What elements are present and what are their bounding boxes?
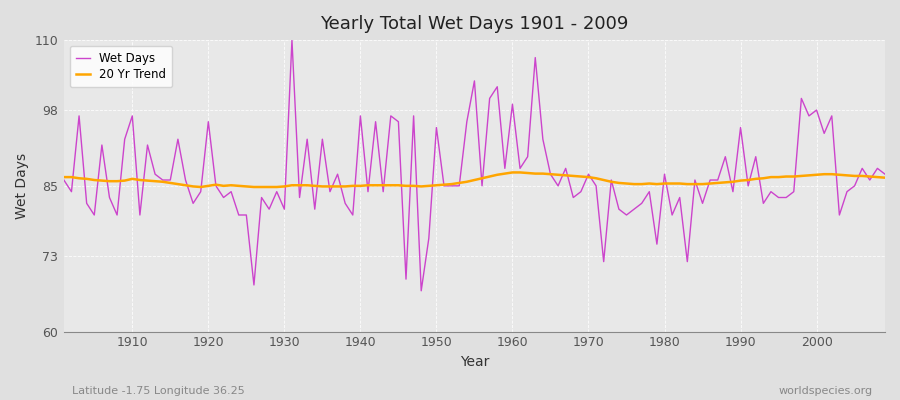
Wet Days [120, 137, 130, 142]
20 Yr Trend [507, 170, 517, 175]
Text: worldspecies.org: worldspecies.org [778, 386, 873, 396]
20 Yr Trend [340, 184, 351, 189]
Wet Days [416, 288, 427, 293]
Title: Yearly Total Wet Days 1901 - 2009: Yearly Total Wet Days 1901 - 2009 [320, 15, 628, 33]
20 Yr Trend [120, 178, 130, 183]
Wet Days [515, 166, 526, 171]
Wet Days [614, 207, 625, 212]
Wet Days [879, 172, 890, 176]
20 Yr Trend [294, 183, 305, 188]
X-axis label: Year: Year [460, 355, 489, 369]
Wet Days [340, 201, 351, 206]
20 Yr Trend [614, 180, 625, 185]
20 Yr Trend [58, 175, 69, 180]
Line: Wet Days: Wet Days [64, 40, 885, 291]
Wet Days [58, 178, 69, 182]
Wet Days [294, 195, 305, 200]
Text: Latitude -1.75 Longitude 36.25: Latitude -1.75 Longitude 36.25 [72, 386, 245, 396]
20 Yr Trend [879, 175, 890, 180]
Y-axis label: Wet Days: Wet Days [15, 153, 29, 219]
20 Yr Trend [522, 171, 533, 176]
Line: 20 Yr Trend: 20 Yr Trend [64, 172, 885, 187]
Legend: Wet Days, 20 Yr Trend: Wet Days, 20 Yr Trend [70, 46, 172, 87]
20 Yr Trend [195, 185, 206, 190]
Wet Days [522, 154, 533, 159]
Wet Days [286, 38, 297, 42]
20 Yr Trend [515, 170, 526, 175]
